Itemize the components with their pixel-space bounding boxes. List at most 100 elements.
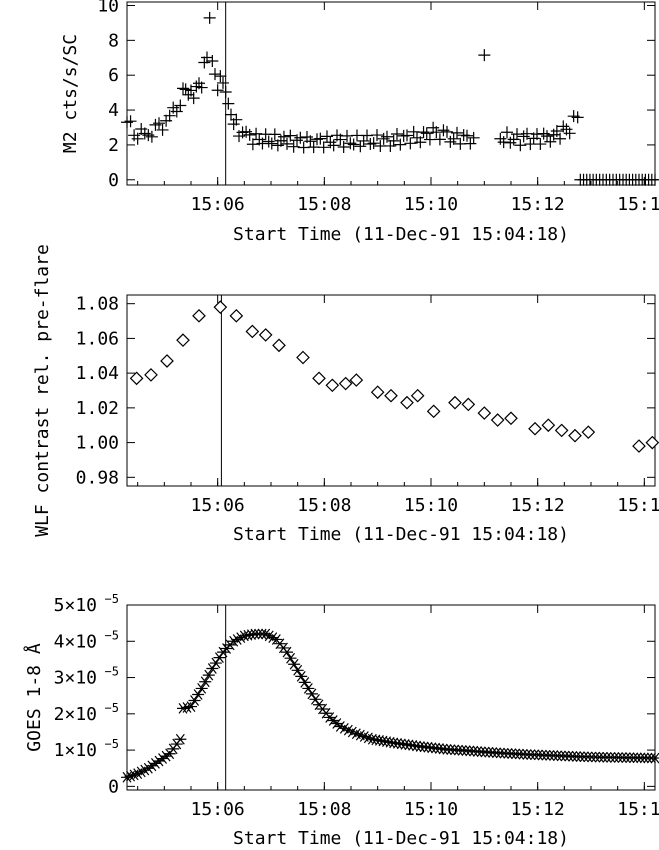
- data-point: [554, 423, 569, 438]
- data-point: [304, 135, 317, 148]
- data-point: [294, 131, 307, 144]
- data-point: [281, 646, 293, 658]
- data-point: [563, 127, 576, 140]
- data-point: [287, 140, 300, 153]
- data-point: [187, 92, 200, 105]
- data-point: [225, 108, 237, 121]
- data-point: [374, 139, 387, 152]
- data-point: [296, 350, 310, 365]
- y-tick-label: 0.98: [76, 467, 119, 488]
- x-tick-label: 15:08: [297, 194, 351, 215]
- data-point: [632, 439, 646, 453]
- data-point: [414, 136, 427, 149]
- y-tick-label: 1.04: [76, 363, 119, 384]
- data-point: [467, 131, 480, 144]
- data-point: [219, 85, 232, 98]
- data-point: [394, 138, 407, 151]
- data-point: [213, 652, 226, 663]
- data-point: [230, 113, 243, 126]
- data-point: [203, 11, 216, 24]
- data-point: [185, 701, 197, 712]
- data-point: [504, 136, 517, 149]
- y-tick-label: 0: [108, 776, 119, 797]
- data-point: [142, 129, 155, 142]
- y-axis-label: M2 cts/s/SC: [60, 34, 81, 153]
- m2-counts-panel: 15:06 15:08 15:10 15:12 15:14 0 2 4 6 8 10 Start Ti…: [60, 0, 659, 245]
- data-point: [550, 125, 563, 138]
- data-point: [377, 132, 390, 145]
- data-point: [384, 388, 398, 403]
- data-point: [404, 137, 417, 150]
- data-point: [217, 76, 229, 89]
- data-point: [400, 395, 414, 410]
- data-point: [337, 140, 350, 153]
- data-point: [229, 308, 244, 323]
- data-point: [387, 134, 400, 147]
- y-tick-label: 6: [108, 65, 119, 86]
- data-point: [281, 137, 293, 150]
- y-tick-label: 4: [108, 100, 119, 121]
- data-point: [447, 132, 460, 145]
- data-point: [464, 137, 477, 150]
- x-tick-label: 15:14: [617, 194, 659, 215]
- data-point: [524, 138, 537, 151]
- y-tick-label: 2: [108, 135, 119, 156]
- data-point: [401, 129, 413, 142]
- x-tick-label: 15:12: [511, 194, 565, 215]
- data-point: [295, 670, 308, 682]
- goes-flux-panel: 15:06 15:08 15:10 15:12 15:14 0 1×10 −5 2×10 −5 3×…: [23, 592, 659, 849]
- data-point: [571, 111, 584, 124]
- data-point: [391, 127, 403, 140]
- data-point: [557, 120, 570, 133]
- data-point: [124, 115, 137, 128]
- data-point: [298, 677, 311, 688]
- data-point: [349, 373, 364, 387]
- data-point: [243, 128, 256, 141]
- data-point: [198, 56, 211, 69]
- y-tick-exponent: −5: [105, 737, 119, 751]
- data-point: [504, 411, 518, 426]
- data-point: [170, 105, 183, 118]
- y-tick-label: 1.08: [76, 294, 119, 315]
- data-point: [354, 140, 367, 153]
- data-point: [309, 693, 322, 705]
- data-point: [288, 658, 301, 670]
- data-point: [581, 425, 596, 440]
- y-tick-label: 3×10: [54, 668, 97, 689]
- data-point: [461, 397, 476, 412]
- data-point: [417, 126, 430, 139]
- data-point: [179, 83, 192, 96]
- x-axis-label: Start Time (11-Dec-91 15:04:18): [233, 524, 569, 545]
- data-point: [195, 683, 208, 694]
- data-point: [437, 124, 450, 137]
- y-tick-exponent: −5: [105, 701, 119, 715]
- data-point: [420, 127, 433, 140]
- data-point: [262, 135, 275, 148]
- x-tick-label: 15:06: [191, 194, 245, 215]
- data-point: [277, 130, 290, 143]
- x-tick-label: 15:14: [617, 495, 659, 516]
- data-point: [370, 385, 385, 400]
- data-point: [444, 135, 457, 148]
- data-point: [314, 132, 327, 145]
- y-tick-label: 1×10: [54, 740, 97, 761]
- data-point: [302, 683, 315, 694]
- x-tick-label: 15:08: [297, 799, 351, 820]
- data-point: [131, 132, 144, 145]
- data-point: [312, 371, 326, 386]
- data-point: [145, 130, 158, 143]
- data-point: [149, 118, 162, 131]
- data-point: [284, 129, 297, 142]
- data-point: [129, 371, 144, 386]
- data-point: [272, 338, 286, 353]
- data-point: [441, 125, 453, 138]
- data-point: [514, 139, 527, 152]
- data-point: [334, 133, 347, 146]
- data-point: [192, 689, 205, 700]
- data-point: [430, 126, 443, 139]
- data-point: [477, 406, 492, 420]
- data-point: [317, 141, 330, 154]
- data-point: [245, 324, 260, 339]
- data-point: [433, 133, 446, 146]
